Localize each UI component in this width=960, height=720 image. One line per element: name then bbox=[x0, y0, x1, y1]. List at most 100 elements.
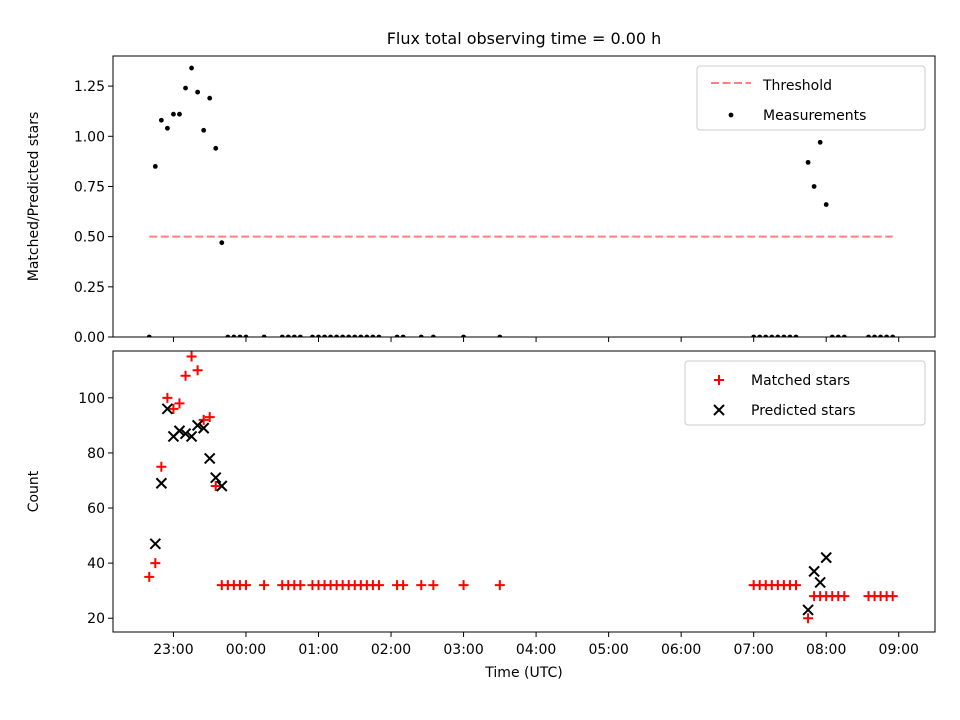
measurement-point bbox=[231, 334, 237, 337]
measurement-point bbox=[201, 127, 207, 133]
measurement-point bbox=[811, 184, 817, 189]
measurement-point bbox=[751, 334, 757, 337]
y-tick-label: 0.75 bbox=[74, 179, 105, 195]
measurement-point bbox=[781, 334, 787, 337]
y-tick-label: 60 bbox=[87, 501, 105, 517]
measurement-point bbox=[757, 334, 763, 337]
matched-star-point bbox=[174, 398, 185, 409]
predicted-star-point bbox=[808, 565, 820, 578]
measurement-point bbox=[878, 334, 884, 337]
matched-star-point bbox=[839, 591, 850, 602]
measurement-point bbox=[841, 334, 847, 337]
measurement-point bbox=[364, 334, 370, 337]
x-axis-label: Time (UTC) bbox=[484, 665, 562, 681]
measurement-point bbox=[146, 334, 152, 337]
measurement-point bbox=[823, 202, 829, 207]
matched-star-point bbox=[259, 580, 270, 591]
panels: Flux total observing time = 0.00 h 0.00 0.… bbox=[26, 29, 936, 681]
measurement-point bbox=[152, 163, 158, 169]
measurement-point bbox=[310, 334, 315, 337]
axes-frame bbox=[112, 350, 936, 633]
matched-star-point bbox=[162, 392, 173, 403]
matched-star-point bbox=[803, 613, 814, 624]
measurement-point bbox=[805, 159, 811, 165]
matched-star-point bbox=[295, 580, 306, 591]
measurement-point bbox=[334, 334, 340, 337]
x-tick-label: 02:00 bbox=[371, 642, 411, 658]
x-tick-label: 03:00 bbox=[443, 642, 483, 658]
predicted-star-point bbox=[197, 422, 210, 434]
x-tick-label: 07:00 bbox=[733, 642, 773, 658]
matched-star-point bbox=[192, 365, 203, 376]
measurement-point bbox=[328, 334, 333, 337]
chart-title: Flux total observing time = 0.00 h bbox=[387, 29, 662, 48]
measurement-point bbox=[195, 89, 201, 95]
y-tick-label: 1.25 bbox=[74, 79, 105, 95]
measurement-point bbox=[497, 334, 503, 337]
measurement-point bbox=[177, 111, 182, 117]
measurement-point bbox=[872, 334, 877, 337]
y-tick-label: 100 bbox=[78, 391, 105, 407]
legend-box bbox=[696, 65, 926, 131]
matched-star-point bbox=[150, 558, 161, 569]
y-tick-label: 40 bbox=[87, 556, 105, 572]
measurement-point bbox=[340, 334, 346, 337]
x-tick-label: 09:00 bbox=[879, 642, 919, 658]
x-tick-label: 04:00 bbox=[516, 642, 556, 658]
measurement-point bbox=[291, 334, 297, 337]
measurement-point bbox=[164, 125, 170, 131]
measurement-point bbox=[158, 117, 164, 123]
legend: Matched stars Predicted stars bbox=[684, 360, 926, 426]
measurement-point bbox=[430, 334, 436, 337]
measurement-point bbox=[775, 334, 781, 337]
measurement-point bbox=[297, 334, 303, 337]
predicted-star-point bbox=[155, 477, 168, 489]
matched-star-point bbox=[458, 580, 469, 591]
predicted-star-point bbox=[210, 472, 222, 484]
legend-label: Threshold bbox=[762, 78, 832, 94]
predicted-star-point bbox=[173, 425, 186, 437]
measurement-point bbox=[769, 334, 775, 337]
predicted-star-point bbox=[203, 452, 216, 465]
measurement-point bbox=[219, 240, 225, 246]
measurement-point bbox=[787, 334, 793, 337]
matched-star-point bbox=[144, 571, 155, 582]
y-tick-label: 0.50 bbox=[74, 230, 105, 246]
legend-swatch-measurement bbox=[728, 112, 734, 118]
measurement-point bbox=[376, 334, 382, 337]
measurement-point bbox=[183, 85, 188, 91]
measurement-point bbox=[835, 334, 841, 337]
legend-box bbox=[684, 360, 926, 426]
measurement-point bbox=[243, 334, 249, 337]
legend-label: Predicted stars bbox=[751, 403, 856, 419]
measurement-point bbox=[418, 334, 424, 337]
y-axis-label: Count bbox=[26, 470, 42, 512]
measurement-point bbox=[225, 334, 231, 337]
measurement-point bbox=[352, 334, 358, 337]
measurement-point bbox=[866, 334, 871, 337]
y-tick-label: 20 bbox=[87, 611, 105, 627]
matched-star-point bbox=[887, 591, 898, 602]
measurement-point bbox=[890, 334, 896, 337]
y-tick-label: 80 bbox=[87, 446, 105, 462]
legend-label: Matched stars bbox=[751, 373, 850, 389]
measurement-point bbox=[370, 334, 376, 337]
legend-swatch-matched bbox=[714, 375, 724, 385]
matched-star-point bbox=[398, 580, 409, 591]
measurement-point bbox=[171, 111, 176, 117]
matched-star-point bbox=[790, 580, 801, 591]
measurement-point bbox=[285, 334, 291, 337]
data-layer bbox=[146, 65, 896, 337]
measurement-point bbox=[793, 334, 799, 337]
y-tick-label: 0.25 bbox=[74, 280, 105, 296]
matched-star-point bbox=[428, 580, 439, 591]
x-tick-label: 01:00 bbox=[298, 642, 338, 658]
predicted-star-point bbox=[820, 551, 832, 564]
predicted-star-point bbox=[216, 480, 228, 492]
predicted-star-point bbox=[185, 430, 198, 443]
panel-2: 20 40 60 80 100 23:00 00:00 01:00 02:00 03:00 04:0… bbox=[26, 350, 936, 681]
x-tick-label: 08:00 bbox=[806, 642, 846, 658]
legend-swatch-predicted bbox=[713, 404, 725, 416]
measurement-point bbox=[763, 334, 769, 337]
